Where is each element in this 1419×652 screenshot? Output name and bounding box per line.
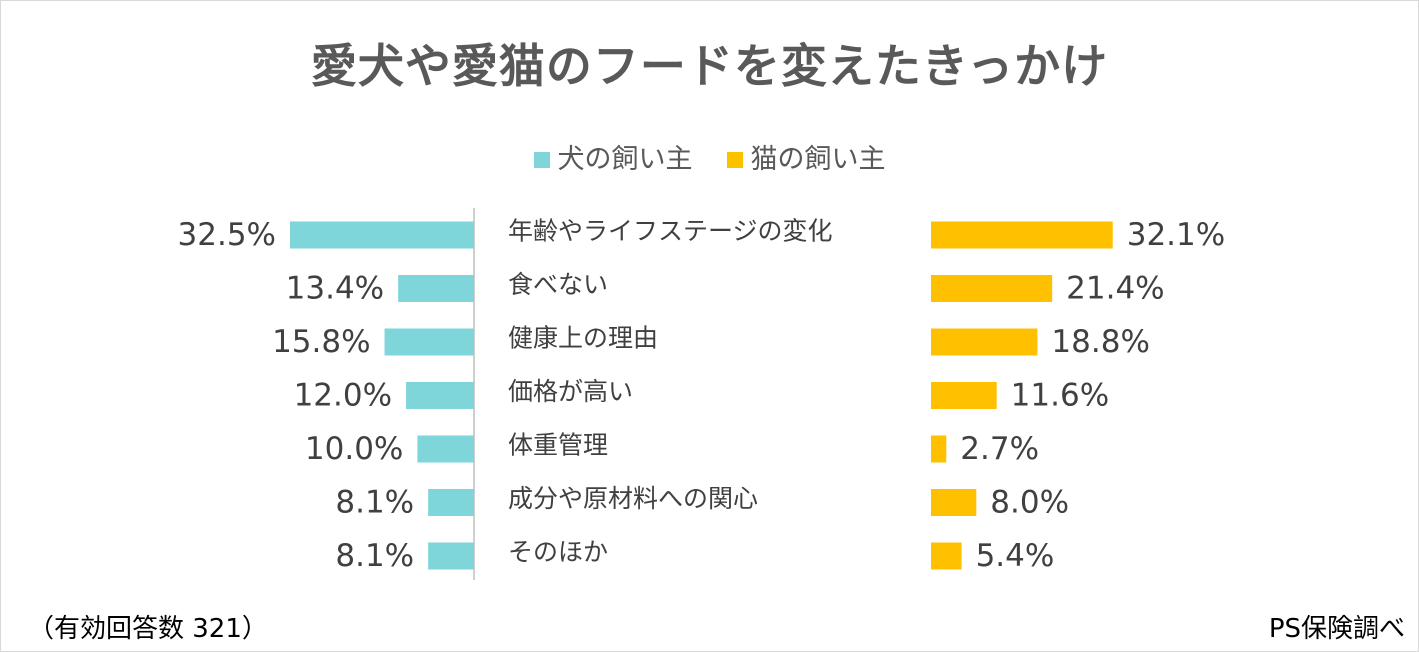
legend-label-cat: 猫の飼い主 (750, 144, 886, 175)
category-label-5: 成分や原材料への関心 (508, 484, 758, 513)
legend-label-dog: 犬の飼い主 (557, 144, 693, 175)
cat-bar-3 (931, 382, 997, 409)
category-label-0: 年齢やライフステージの変化 (508, 217, 833, 246)
category-label-2: 健康上の理由 (508, 324, 658, 353)
cat-bar-2 (931, 328, 1038, 356)
source-note: PS保険調べ (1268, 614, 1405, 644)
cat-bar-0 (931, 221, 1113, 249)
dog-bar-5 (428, 489, 474, 516)
category-label-3: 価格が高い (508, 377, 633, 406)
dog-bar-1 (398, 275, 474, 302)
legend: 犬の飼い主 猫の飼い主 (0, 137, 1419, 176)
category-label-1: 食べない (508, 270, 608, 299)
legend-swatch-dog (533, 151, 550, 168)
category-label-6: そのほか (508, 538, 608, 567)
cat-bar-1 (931, 275, 1053, 302)
dog-value-label-3: 12.0% (294, 378, 392, 414)
cat-value-label-5: 8.0% (990, 485, 1069, 521)
dog-bar-0 (290, 221, 474, 249)
dog-bar-6 (428, 542, 474, 570)
dog-bar-3 (406, 382, 474, 409)
category-label-4: 体重管理 (508, 431, 608, 460)
legend-entry-dog: 犬の飼い主 (533, 137, 693, 176)
cat-value-label-0: 32.1% (1127, 217, 1225, 253)
dog-value-label-2: 15.8% (272, 324, 370, 360)
cat-bar-4 (931, 435, 947, 463)
cat-bar-6 (931, 542, 962, 570)
legend-swatch-cat (726, 151, 743, 168)
sample-size-note: （有効回答数 321） (28, 614, 268, 644)
dog-bar-2 (384, 328, 474, 356)
cat-bar-5 (931, 489, 977, 516)
cat-value-label-1: 21.4% (1066, 271, 1164, 307)
dog-value-label-6: 8.1% (335, 538, 414, 574)
cat-value-label-4: 2.7% (960, 431, 1039, 467)
cat-value-label-3: 11.6% (1011, 378, 1109, 414)
dog-bar-4 (417, 435, 474, 463)
dog-value-label-0: 32.5% (178, 217, 276, 253)
cat-value-label-2: 18.8% (1051, 324, 1149, 360)
chart-title: 愛犬や愛猫のフードを変えたきっかけ (310, 39, 1109, 93)
dog-value-label-5: 8.1% (335, 485, 414, 521)
legend-entry-cat: 猫の飼い主 (726, 137, 886, 176)
cat-value-label-6: 5.4% (976, 538, 1055, 574)
dog-value-label-4: 10.0% (305, 431, 403, 467)
dog-value-label-1: 13.4% (286, 271, 384, 307)
